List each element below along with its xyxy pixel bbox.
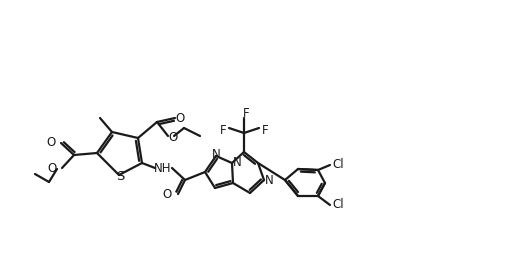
Text: F: F: [262, 123, 268, 136]
Text: O: O: [163, 188, 172, 202]
Text: N: N: [232, 157, 241, 170]
Text: Cl: Cl: [332, 158, 344, 172]
Text: O: O: [168, 130, 178, 143]
Text: F: F: [243, 106, 250, 120]
Text: O: O: [176, 111, 184, 125]
Text: O: O: [47, 135, 56, 148]
Text: N: N: [265, 175, 274, 187]
Text: S: S: [116, 170, 124, 182]
Text: F: F: [220, 123, 226, 136]
Text: Cl: Cl: [332, 198, 344, 212]
Text: N: N: [212, 148, 220, 162]
Text: O: O: [48, 163, 57, 175]
Text: NH: NH: [154, 162, 172, 175]
